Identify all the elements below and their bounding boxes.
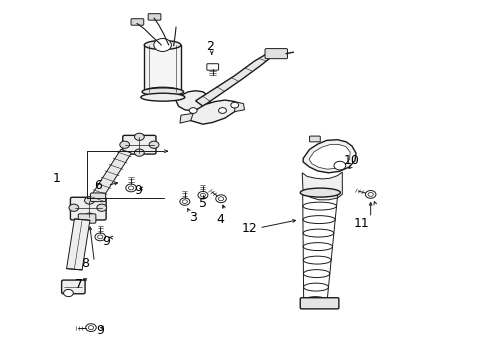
Polygon shape: [176, 91, 210, 111]
Polygon shape: [180, 113, 193, 123]
Text: 6: 6: [94, 179, 102, 192]
Circle shape: [198, 192, 207, 199]
Polygon shape: [308, 144, 349, 169]
Ellipse shape: [303, 229, 333, 237]
Ellipse shape: [141, 93, 184, 101]
FancyBboxPatch shape: [122, 135, 156, 154]
Ellipse shape: [303, 283, 328, 291]
FancyBboxPatch shape: [78, 214, 96, 223]
Circle shape: [84, 197, 94, 204]
Text: 9: 9: [102, 235, 110, 248]
Ellipse shape: [303, 216, 335, 224]
Circle shape: [134, 149, 144, 156]
Circle shape: [98, 235, 102, 239]
Ellipse shape: [300, 188, 340, 197]
Ellipse shape: [303, 270, 329, 278]
Circle shape: [153, 39, 171, 51]
Ellipse shape: [303, 256, 330, 264]
FancyBboxPatch shape: [90, 193, 105, 202]
Ellipse shape: [302, 202, 336, 210]
Ellipse shape: [142, 88, 183, 96]
FancyBboxPatch shape: [309, 136, 320, 142]
FancyBboxPatch shape: [300, 298, 338, 309]
Polygon shape: [66, 219, 90, 270]
Circle shape: [134, 133, 144, 140]
Circle shape: [218, 197, 223, 201]
Polygon shape: [195, 54, 272, 106]
Circle shape: [182, 200, 187, 203]
Circle shape: [69, 204, 79, 211]
Text: 10: 10: [344, 154, 359, 167]
FancyBboxPatch shape: [206, 64, 218, 70]
Polygon shape: [88, 149, 131, 203]
Text: 9: 9: [134, 184, 142, 197]
FancyBboxPatch shape: [264, 49, 287, 59]
Text: 5: 5: [199, 197, 206, 210]
FancyBboxPatch shape: [61, 280, 85, 294]
Circle shape: [180, 198, 189, 205]
Ellipse shape: [302, 189, 337, 197]
Text: 12: 12: [241, 222, 257, 235]
FancyBboxPatch shape: [148, 14, 161, 20]
Ellipse shape: [303, 297, 326, 305]
Ellipse shape: [303, 243, 332, 251]
Circle shape: [189, 108, 197, 113]
Circle shape: [95, 233, 105, 241]
Circle shape: [215, 195, 226, 203]
FancyBboxPatch shape: [144, 45, 181, 92]
Text: 4: 4: [216, 213, 224, 226]
Text: 11: 11: [353, 217, 369, 230]
Circle shape: [88, 326, 93, 329]
Circle shape: [120, 141, 129, 148]
Polygon shape: [188, 100, 238, 124]
Circle shape: [365, 190, 375, 198]
Circle shape: [85, 324, 96, 332]
Ellipse shape: [144, 87, 181, 96]
Circle shape: [218, 108, 226, 113]
Polygon shape: [234, 102, 244, 112]
Text: 7: 7: [75, 278, 83, 291]
Circle shape: [84, 213, 94, 220]
Polygon shape: [303, 140, 355, 173]
Circle shape: [230, 102, 238, 108]
Circle shape: [367, 193, 372, 196]
Polygon shape: [302, 172, 342, 200]
Circle shape: [97, 204, 106, 211]
Text: 2: 2: [206, 40, 214, 53]
Circle shape: [149, 141, 159, 148]
Circle shape: [125, 184, 136, 192]
Text: 3: 3: [189, 211, 197, 224]
Circle shape: [63, 289, 73, 297]
Text: 1: 1: [52, 172, 60, 185]
Text: 9: 9: [96, 324, 103, 337]
FancyBboxPatch shape: [70, 197, 106, 220]
Circle shape: [333, 161, 345, 170]
Text: 8: 8: [81, 257, 89, 270]
Ellipse shape: [144, 41, 181, 50]
FancyBboxPatch shape: [131, 19, 143, 25]
Circle shape: [128, 186, 133, 190]
Circle shape: [200, 193, 205, 197]
